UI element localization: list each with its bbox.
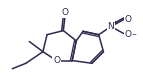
Text: O: O — [124, 15, 131, 24]
Text: −: − — [131, 32, 136, 37]
Text: N: N — [108, 22, 114, 31]
Text: O: O — [53, 56, 60, 65]
Text: O: O — [124, 30, 131, 39]
Text: O: O — [62, 8, 69, 17]
Text: +: + — [112, 20, 117, 25]
